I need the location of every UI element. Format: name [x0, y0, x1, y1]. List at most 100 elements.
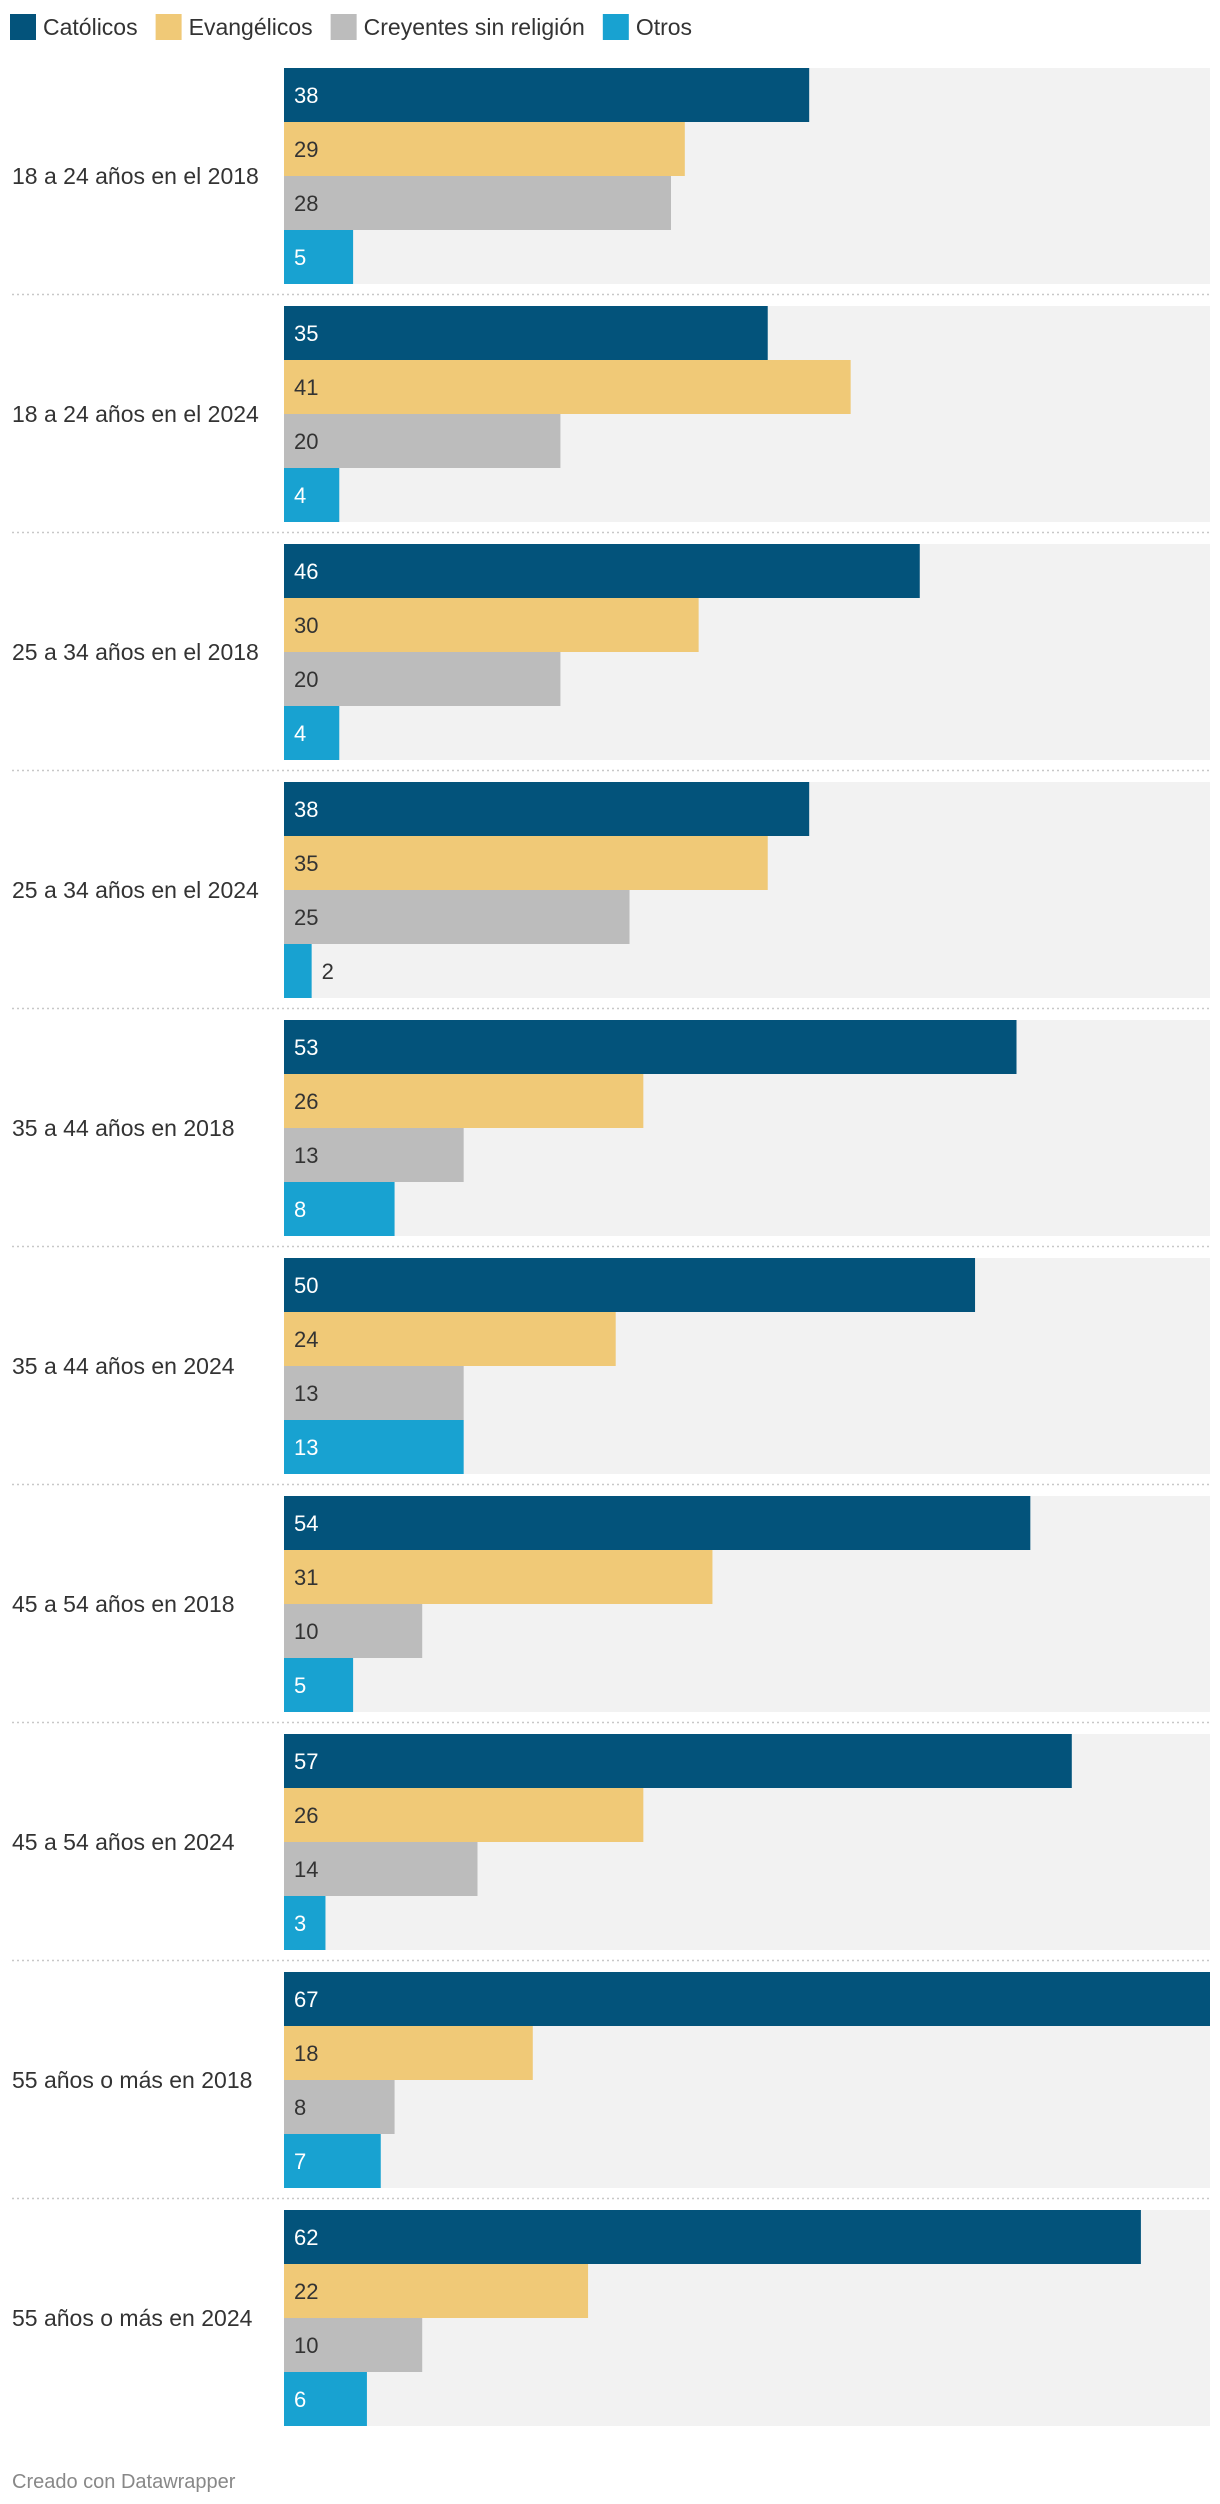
- bar-group: 45 a 54 años en 2024 57 26 14 3: [12, 1734, 1210, 1962]
- legend-label-1: Evangélicos: [189, 14, 313, 40]
- bar-otros: [284, 1182, 395, 1236]
- bar-evang-licos: [284, 1074, 644, 1128]
- legend-label-0: Católicos: [43, 14, 138, 40]
- bar-otros: [284, 1896, 326, 1950]
- legend-label-2: Creyentes sin religión: [364, 14, 585, 40]
- bar-creyentes-sin-religi-n: [284, 890, 630, 944]
- bar-group: 18 a 24 años en el 2018 38 29 28 5: [12, 68, 1210, 296]
- bar-cat-licos: [284, 544, 920, 598]
- bar-otros: [284, 1658, 354, 1712]
- bar-creyentes-sin-religi-n: [284, 1366, 464, 1420]
- group-label: 35 a 44 años en 2018: [12, 1115, 235, 1141]
- value-label: 13: [294, 1435, 318, 1460]
- bar-group: 25 a 34 años en el 2024 38 35 25 2: [12, 782, 1210, 1010]
- bar-otros: [284, 944, 312, 998]
- value-label: 22: [294, 2279, 318, 2304]
- group-label: 45 a 54 años en 2018: [12, 1591, 235, 1617]
- legend-swatch-2: [330, 14, 357, 40]
- value-label: 38: [294, 797, 318, 822]
- value-label: 6: [294, 2387, 306, 2412]
- value-label: 18: [294, 2041, 318, 2066]
- value-label: 67: [294, 1987, 318, 2012]
- bar-evang-licos: [284, 122, 685, 176]
- value-label: 2: [322, 959, 334, 984]
- bar-evang-licos: [284, 836, 768, 890]
- bar-group: 18 a 24 años en el 2024 35 41 20 4: [12, 306, 1210, 534]
- legend-label-3: Otros: [636, 14, 692, 40]
- bar-otros: [284, 1420, 464, 1474]
- bar-otros: [284, 468, 340, 522]
- bar-otros: [284, 706, 340, 760]
- group-label: 55 años o más en 2018: [12, 2067, 252, 2093]
- value-label: 20: [294, 429, 318, 454]
- bar-creyentes-sin-religi-n: [284, 1128, 464, 1182]
- bar-otros: [284, 230, 354, 284]
- value-label: 26: [294, 1803, 318, 1828]
- bar-group: 35 a 44 años en 2018 53 26 13 8: [12, 1020, 1210, 1248]
- legend-swatch-1: [155, 14, 182, 40]
- bar-creyentes-sin-religi-n: [284, 1842, 478, 1896]
- group-label: 25 a 34 años en el 2024: [12, 877, 259, 903]
- value-label: 8: [294, 1197, 306, 1222]
- value-label: 10: [294, 2333, 318, 2358]
- bar-creyentes-sin-religi-n: [284, 414, 561, 468]
- bar-cat-licos: [284, 1020, 1017, 1074]
- bar-otros: [284, 2372, 367, 2426]
- bar-group: 55 años o más en 2024 62 22 10 6: [12, 2210, 1210, 2426]
- bar-cat-licos: [284, 306, 768, 360]
- value-label: 5: [294, 1673, 306, 1698]
- value-label: 38: [294, 83, 318, 108]
- value-label: 41: [294, 375, 318, 400]
- group-label: 35 a 44 años en 2024: [12, 1353, 235, 1379]
- group-label: 45 a 54 años en 2024: [12, 1829, 235, 1855]
- bar-evang-licos: [284, 2026, 533, 2080]
- legend-swatch-3: [602, 14, 629, 40]
- value-label: 35: [294, 321, 318, 346]
- legend: Católicos Evangélicos Creyentes sin religi…: [10, 14, 692, 40]
- value-label: 4: [294, 721, 306, 746]
- value-label: 50: [294, 1273, 318, 1298]
- value-label: 20: [294, 667, 318, 692]
- group-label: 18 a 24 años en el 2018: [12, 163, 259, 189]
- group-label: 55 años o más en 2024: [12, 2305, 253, 2331]
- bar-evang-licos: [284, 1550, 713, 1604]
- value-label: 57: [294, 1749, 318, 1774]
- value-label: 24: [294, 1327, 318, 1352]
- value-label: 46: [294, 559, 318, 584]
- value-label: 4: [294, 483, 306, 508]
- credit-text: Creado con Datawrapper: [12, 2471, 236, 2493]
- value-label: 31: [294, 1565, 318, 1590]
- bar-creyentes-sin-religi-n: [284, 2080, 395, 2134]
- bar-creyentes-sin-religi-n: [284, 1604, 423, 1658]
- value-label: 13: [294, 1381, 318, 1406]
- value-label: 13: [294, 1143, 318, 1168]
- bar-evang-licos: [284, 360, 851, 414]
- value-label: 29: [294, 137, 318, 162]
- bar-creyentes-sin-religi-n: [284, 2318, 423, 2372]
- group-label: 25 a 34 años en el 2018: [12, 639, 259, 665]
- value-label: 10: [294, 1619, 318, 1644]
- value-label: 7: [294, 2149, 306, 2174]
- bar-evang-licos: [284, 2264, 589, 2318]
- value-label: 26: [294, 1089, 318, 1114]
- value-label: 25: [294, 905, 318, 930]
- bar-group: 35 a 44 años en 2024 50 24 13 13: [12, 1258, 1210, 1486]
- bar-group: 45 a 54 años en 2018 54 31 10 5: [12, 1496, 1210, 1724]
- value-label: 35: [294, 851, 318, 876]
- value-label: 30: [294, 613, 318, 638]
- bar-evang-licos: [284, 1788, 644, 1842]
- value-label: 62: [294, 2225, 318, 2250]
- bar-creyentes-sin-religi-n: [284, 652, 561, 706]
- bar-cat-licos: [284, 1972, 1210, 2026]
- bar-group: 25 a 34 años en el 2018 46 30 20 4: [12, 544, 1210, 772]
- value-label: 54: [294, 1511, 318, 1536]
- bar-otros: [284, 2134, 381, 2188]
- bar-cat-licos: [284, 1258, 976, 1312]
- legend-swatch-0: [10, 14, 36, 40]
- bar-cat-licos: [284, 782, 810, 836]
- value-label: 28: [294, 191, 318, 216]
- value-label: 14: [294, 1857, 318, 1882]
- bar-cat-licos: [284, 68, 810, 122]
- bar-evang-licos: [284, 1312, 616, 1366]
